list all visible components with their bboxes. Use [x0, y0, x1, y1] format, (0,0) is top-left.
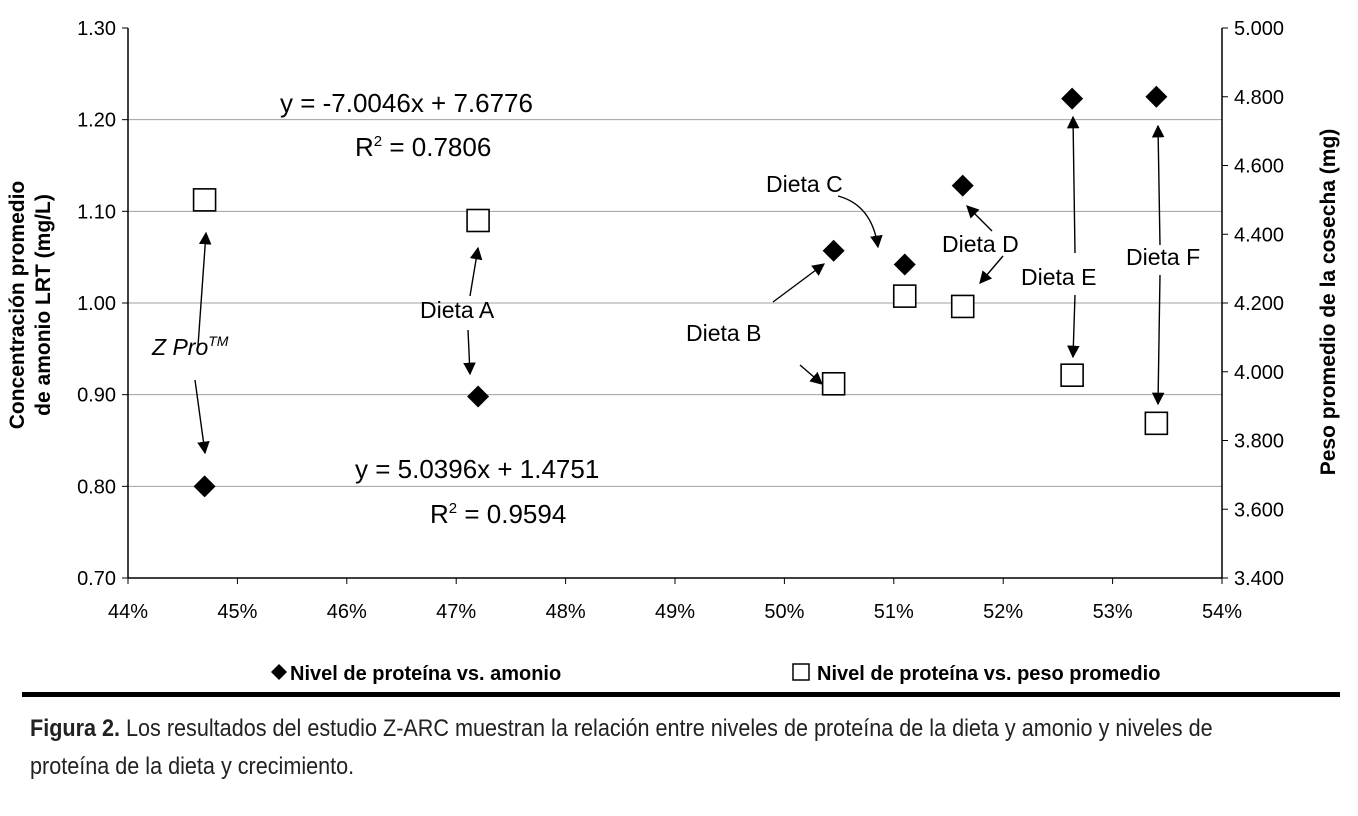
legend-diamond-marker	[271, 664, 287, 680]
weight-point	[950, 294, 975, 319]
y-left-tick-label: 1.20	[77, 110, 116, 132]
ammonia-point	[193, 475, 216, 498]
x-tick-label: 48%	[546, 601, 586, 623]
weight-point	[192, 188, 217, 212]
y-right-tick-label: 4.400	[1234, 224, 1284, 246]
weight-point	[1060, 363, 1084, 387]
y-right-tick-label: 3.600	[1234, 499, 1284, 521]
weight-point	[892, 284, 917, 308]
arrow-dieta-b-to-square	[799, 364, 823, 385]
x-tick-label: 53%	[1093, 601, 1133, 623]
x-tick-label: 50%	[764, 601, 804, 623]
y-right-tick-label: 3.800	[1234, 431, 1284, 453]
y-left-tick-label: 0.70	[77, 568, 116, 590]
y-right-tick-label: 4.000	[1234, 362, 1284, 384]
arrow-dieta-d-to-diamond	[966, 205, 993, 232]
annotation-zpro: Z ProTM	[151, 333, 229, 360]
weight-point	[821, 371, 846, 396]
trend-r2-weight: R2 = 0.7806	[355, 132, 491, 162]
ammonia-point	[467, 385, 490, 408]
y-left-tick-label: 0.80	[77, 476, 116, 498]
annotation-dieta-c: Dieta C	[766, 171, 843, 197]
caption-lead: Figura 2.	[30, 715, 121, 742]
y-left-tick-label: 1.10	[77, 201, 116, 223]
y-left-tick-label: 1.30	[77, 18, 116, 40]
x-tick-label: 44%	[108, 601, 148, 623]
caption-text: Los resultados del estudio Z-ARC muestra…	[30, 715, 1213, 780]
x-tick-label: 47%	[436, 601, 476, 623]
ammonia-point	[893, 253, 916, 276]
arrow-dieta-f-to-diamond	[1151, 124, 1165, 246]
data-points	[192, 85, 1169, 498]
x-tick-label: 49%	[655, 601, 695, 623]
y-right-axis-title: Peso promedio de la cosecha (mg)	[1317, 129, 1340, 476]
arrow-dieta-e-to-square	[1067, 294, 1080, 359]
annotation-dieta-f: Dieta F	[1126, 244, 1200, 270]
x-tick-label: 52%	[983, 601, 1023, 623]
y-right-tick-label: 4.800	[1234, 87, 1284, 109]
arrow-dieta-e-to-diamond	[1066, 115, 1080, 254]
ammonia-point	[1061, 87, 1084, 110]
figure-caption: Figura 2. Los resultados del estudio Z-A…	[30, 710, 1218, 786]
weight-point	[466, 208, 490, 233]
y-left-axis-title: Concentración promedio	[6, 181, 29, 430]
annotation-arrows	[194, 115, 1165, 455]
legend-label-weight: Nivel de proteína vs. peso promedio	[817, 663, 1160, 685]
weight-point	[1144, 411, 1169, 436]
trend-r2-ammonia: R2 = 0.9594	[430, 499, 566, 529]
y-left-tick-label: 0.90	[77, 385, 116, 407]
y-left-axis-title-line2: de amonio LRT (mg/L)	[32, 194, 55, 416]
caption-rule	[22, 692, 1340, 697]
chart: 0.70 0.80 0.90 1.00 1.10 1.20 1.30 3.400 3.600 3.…	[6, 18, 1340, 685]
annotation-dieta-b: Dieta B	[686, 320, 761, 346]
arrow-dieta-f-to-square	[1151, 274, 1165, 406]
x-tick-label: 45%	[217, 601, 257, 623]
trend-equation-weight: y = -7.0046x + 7.6776	[280, 88, 533, 118]
y-right-tick-label: 4.200	[1234, 293, 1284, 315]
arrow-zpro-to-square	[197, 231, 212, 347]
tick-labels: 0.70 0.80 0.90 1.00 1.10 1.20 1.30 3.400 3.600 3.…	[77, 18, 1284, 623]
x-tick-label: 46%	[327, 601, 367, 623]
ammonia-point	[822, 239, 845, 262]
arrow-dieta-a-to-square	[469, 246, 483, 297]
y-left-tick-label: 1.00	[77, 293, 116, 315]
arrow-dieta-c	[837, 195, 883, 249]
annotation-dieta-e: Dieta E	[1021, 264, 1096, 290]
y-right-tick-label: 3.400	[1234, 568, 1284, 590]
annotation-dieta-a: Dieta A	[420, 297, 495, 323]
gridlines	[128, 119, 1222, 487]
ammonia-point	[1145, 85, 1168, 108]
y-right-tick-label: 4.600	[1234, 156, 1284, 178]
arrow-dieta-b-to-diamond	[772, 263, 826, 303]
arrow-zpro-to-diamond	[194, 379, 210, 455]
x-tick-label: 51%	[874, 601, 914, 623]
y-right-tick-label: 5.000	[1234, 18, 1284, 40]
legend-label-ammonia: Nivel de proteína vs. amonio	[290, 663, 561, 685]
axes	[122, 27, 1228, 584]
arrow-dieta-d-to-square	[979, 255, 1004, 284]
annotation-dieta-d: Dieta D	[942, 231, 1019, 257]
trend-equation-ammonia: y = 5.0396x + 1.4751	[355, 454, 599, 484]
legend-square-marker	[792, 663, 810, 681]
arrow-dieta-a-to-diamond	[463, 329, 476, 376]
ammonia-point	[951, 174, 974, 197]
x-tick-label: 54%	[1202, 601, 1242, 623]
